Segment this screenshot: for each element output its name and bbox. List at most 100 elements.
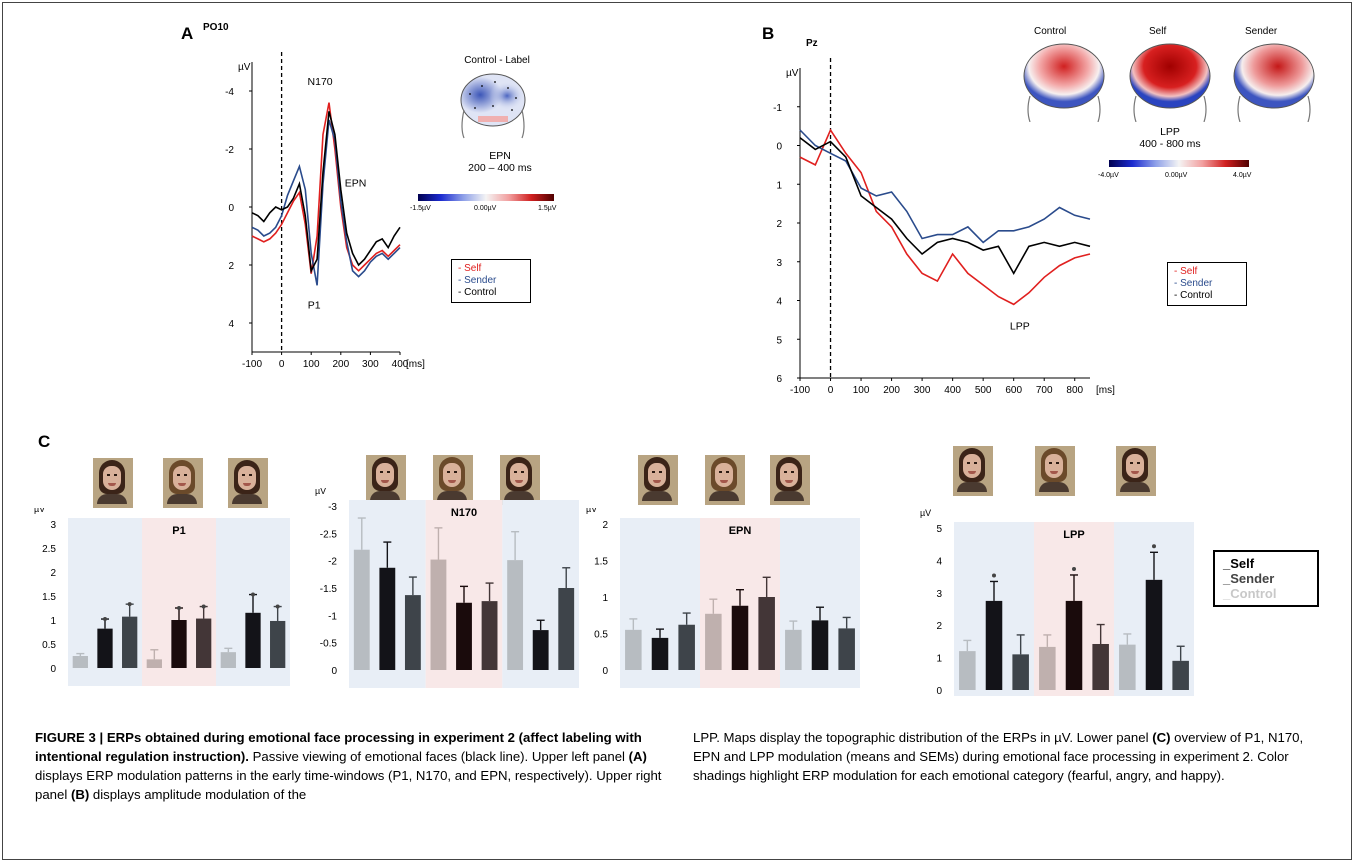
- panel-a-topomap: [460, 73, 526, 139]
- caption-text-1: Passive viewing of emotional faces (blac…: [252, 749, 629, 764]
- bar: [1065, 600, 1083, 690]
- x-tick-label: 500: [975, 385, 992, 396]
- bar: [456, 602, 472, 670]
- y-tick-label: 2: [936, 621, 942, 632]
- panel-a-channel: PO10: [203, 22, 229, 33]
- significance-marker: [1072, 566, 1076, 571]
- caption-text-3: displays amplitude modulation of the: [89, 787, 307, 802]
- legend-sender: - Sender: [458, 275, 497, 286]
- y-unit-label: µV: [315, 488, 326, 496]
- bar: [705, 613, 722, 670]
- bar-chart-p1: µV 0 0.5 1 1.5 2 2.5 3 P1: [34, 508, 290, 686]
- y-tick-label: -2: [225, 145, 234, 156]
- bar: [558, 588, 575, 670]
- y-tick-label: 2: [50, 568, 56, 579]
- bar: [758, 597, 775, 670]
- y-tick-label: 5: [936, 524, 942, 535]
- face-angry-photo: [500, 455, 540, 505]
- bar: [731, 605, 749, 670]
- bar: [353, 549, 370, 670]
- face-angry-photo: [228, 458, 268, 508]
- legend-sender: - Sender: [1174, 278, 1213, 289]
- face-angry-photo: [1116, 446, 1156, 496]
- face-happy-photo: [1035, 446, 1075, 496]
- lpp-label: LPP: [1010, 321, 1030, 333]
- chart-title: N170: [451, 507, 477, 519]
- y-tick-label: 0: [602, 666, 608, 677]
- panel-b-map-self-label: Self: [1149, 26, 1167, 37]
- legend-control-text: Control: [1230, 586, 1277, 601]
- bar: [379, 567, 396, 670]
- panel-a-map-component: EPN: [489, 150, 511, 162]
- bar-chart-lpp: µV 0 1 2 3 4 5 LPP: [920, 508, 1194, 696]
- panel-b-map-caption: LPP 400 - 800 ms: [1120, 126, 1220, 150]
- x-tick-label: 0: [279, 359, 285, 370]
- bar: [196, 618, 212, 668]
- y-tick-label: 1: [602, 593, 608, 604]
- bar: [532, 630, 549, 670]
- panel-a-erp-chart: µV -4 -2 0 2 4 -100 0 100 200 300 400[ms] N170 EPN P1: [225, 52, 425, 370]
- panel-b-map-window: 400 - 800 ms: [1139, 138, 1201, 150]
- bar: [171, 620, 187, 668]
- x-tick-label: [ms]: [406, 359, 425, 370]
- face-fearful-photo: [953, 446, 993, 496]
- legend-control-label: _Control: [1223, 586, 1277, 601]
- panel-b-scale-max: 4.0µV: [1233, 172, 1252, 179]
- y-tick-label: 3: [776, 258, 782, 269]
- face-fearful-photo: [93, 458, 133, 508]
- epn-label: EPN: [345, 178, 367, 190]
- panel-a-colorscale: [418, 194, 554, 201]
- y-tick-label: 1.5: [594, 557, 608, 568]
- significance-marker: [275, 604, 280, 609]
- p1-label: P1: [308, 300, 321, 312]
- x-tick-label: 200: [332, 359, 349, 370]
- y-tick-label: 1: [50, 616, 56, 627]
- x-tick-label: 200: [883, 385, 900, 396]
- y-tick-label: -4: [225, 87, 234, 98]
- significance-marker: [251, 592, 255, 597]
- caption-left-column: FIGURE 3 | ERPs obtained during emotiona…: [35, 728, 665, 804]
- bar-chart-epn: µV 0 0.5 1 1.5 2 EPN: [586, 508, 860, 688]
- legend-self: - Self: [1174, 266, 1198, 277]
- y-tick-label: 5: [776, 335, 782, 346]
- caption-ref-a: (A): [628, 749, 647, 764]
- map-sender: [1233, 43, 1315, 122]
- x-tick-label: -100: [790, 385, 810, 396]
- y-tick-label: -3: [328, 502, 337, 513]
- y-tick-label: 6: [776, 374, 782, 385]
- y-unit-label: µV: [34, 508, 45, 514]
- panel-b-map-control-label: Control: [1034, 26, 1067, 37]
- significance-marker: [1152, 544, 1156, 549]
- y-tick-label: 0: [50, 664, 56, 675]
- y-tick-label: -1.5: [320, 584, 338, 595]
- face-fearful-photo: [638, 455, 678, 505]
- y-tick-label: 0: [228, 203, 234, 214]
- y-tick-label: 4: [776, 297, 782, 308]
- panel-a-map-title: Control - Label: [464, 55, 530, 66]
- legend-sender-label: _Sender: [1223, 571, 1275, 586]
- erp-line-self: [251, 102, 401, 274]
- panel-a-scale-min: -1.5µV: [410, 205, 431, 212]
- bar: [959, 651, 976, 690]
- x-tick-label: 600: [1005, 385, 1022, 396]
- x-tick-label: 300: [914, 385, 931, 396]
- significance-marker: [201, 604, 206, 609]
- y-tick-label: -1: [328, 611, 337, 622]
- face-happy-photo: [433, 455, 473, 505]
- panel-a-legend: - Self - Sender - Control: [451, 259, 531, 303]
- x-tick-label: 300: [362, 359, 379, 370]
- legend-control: - Control: [458, 287, 497, 298]
- panel-b-map-component: LPP: [1160, 126, 1180, 138]
- y-unit-label: µV: [786, 68, 799, 79]
- caption-right-column: LPP. Maps display the topographic distri…: [693, 728, 1333, 785]
- y-tick-label: 3: [50, 520, 56, 531]
- bar: [481, 601, 498, 670]
- erp-line-sender: [251, 119, 401, 286]
- bar: [122, 616, 138, 668]
- y-tick-label: 3: [936, 589, 942, 600]
- chart-title: LPP: [1063, 529, 1084, 541]
- bar: [1145, 579, 1163, 690]
- caption-text-2: displays ERP modulation patterns in the …: [35, 768, 662, 802]
- y-unit-label: µV: [586, 508, 597, 514]
- bar: [220, 652, 236, 668]
